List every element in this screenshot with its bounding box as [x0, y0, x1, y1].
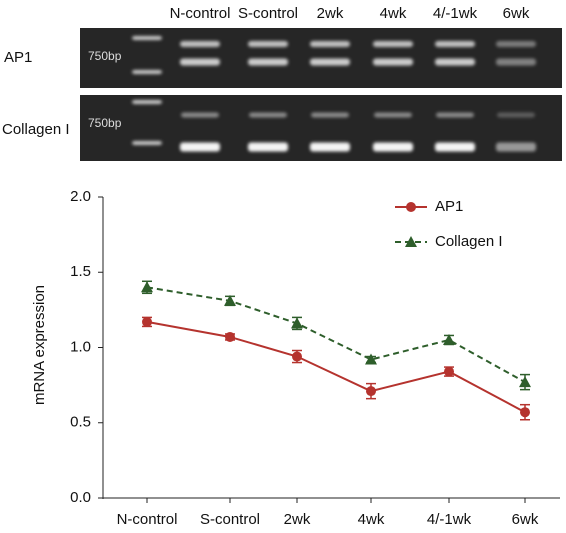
point: [142, 316, 152, 327]
legend-label: AP1: [435, 198, 463, 215]
point: [291, 317, 303, 329]
point: [406, 202, 416, 212]
x-tick-label: S-control: [200, 511, 260, 528]
y-tick-label: 2.0: [70, 188, 91, 205]
legend-label: Collagen I: [435, 233, 503, 250]
band: [132, 100, 162, 104]
point: [292, 351, 302, 362]
marker-label: 750bp: [88, 49, 122, 63]
lane-label: 4wk: [380, 5, 407, 22]
y-tick-label: 1.5: [70, 263, 91, 280]
band: [132, 70, 162, 74]
lane-label: 4/-1wk: [433, 5, 478, 22]
y-tick-label: 0.0: [70, 489, 91, 506]
gel-row-label: AP1: [4, 49, 32, 66]
line: [146, 320, 526, 414]
x-tick-label: 4wk: [358, 511, 385, 528]
band: [311, 112, 349, 118]
band: [373, 41, 413, 47]
band: [435, 58, 475, 66]
x-tick-label: 6wk: [512, 511, 539, 528]
gel-bands: [132, 36, 536, 152]
point: [520, 407, 530, 418]
y-tick-label: 1.0: [70, 338, 91, 355]
band: [496, 58, 536, 66]
band: [310, 142, 350, 152]
lane-label: 6wk: [503, 5, 530, 22]
lane-label: S-control: [238, 5, 298, 22]
band: [436, 112, 474, 118]
point: [224, 294, 236, 306]
y-axis-label: mRNA expression: [31, 285, 48, 405]
band: [248, 41, 288, 47]
band: [181, 112, 219, 118]
band: [132, 36, 162, 40]
x-tick-label: 2wk: [284, 511, 311, 528]
band: [496, 142, 536, 152]
point: [225, 331, 235, 342]
band: [248, 142, 288, 152]
point: [365, 353, 377, 365]
band: [180, 142, 220, 152]
band: [373, 58, 413, 66]
band: [132, 141, 162, 145]
band: [310, 58, 350, 66]
band: [180, 41, 220, 47]
marker-label: 750bp: [88, 116, 122, 130]
point: [443, 333, 455, 345]
band: [435, 142, 475, 152]
x-tick-label: 4/-1wk: [427, 511, 472, 528]
point: [366, 386, 376, 397]
band: [248, 58, 288, 66]
y-tick-label: 0.5: [70, 414, 91, 431]
band: [435, 41, 475, 47]
band: [374, 112, 412, 118]
band: [497, 112, 535, 118]
band: [310, 41, 350, 47]
line: [146, 286, 526, 383]
point: [444, 366, 454, 377]
band: [496, 41, 536, 47]
point: [141, 281, 153, 293]
lane-label: 2wk: [317, 5, 344, 22]
band: [180, 58, 220, 66]
point: [405, 236, 417, 247]
gel-row-label: Collagen I: [2, 121, 70, 138]
point: [519, 376, 531, 388]
x-tick-label: N-control: [117, 511, 178, 528]
lane-label: N-control: [170, 5, 231, 22]
band: [249, 112, 287, 118]
band: [373, 142, 413, 152]
